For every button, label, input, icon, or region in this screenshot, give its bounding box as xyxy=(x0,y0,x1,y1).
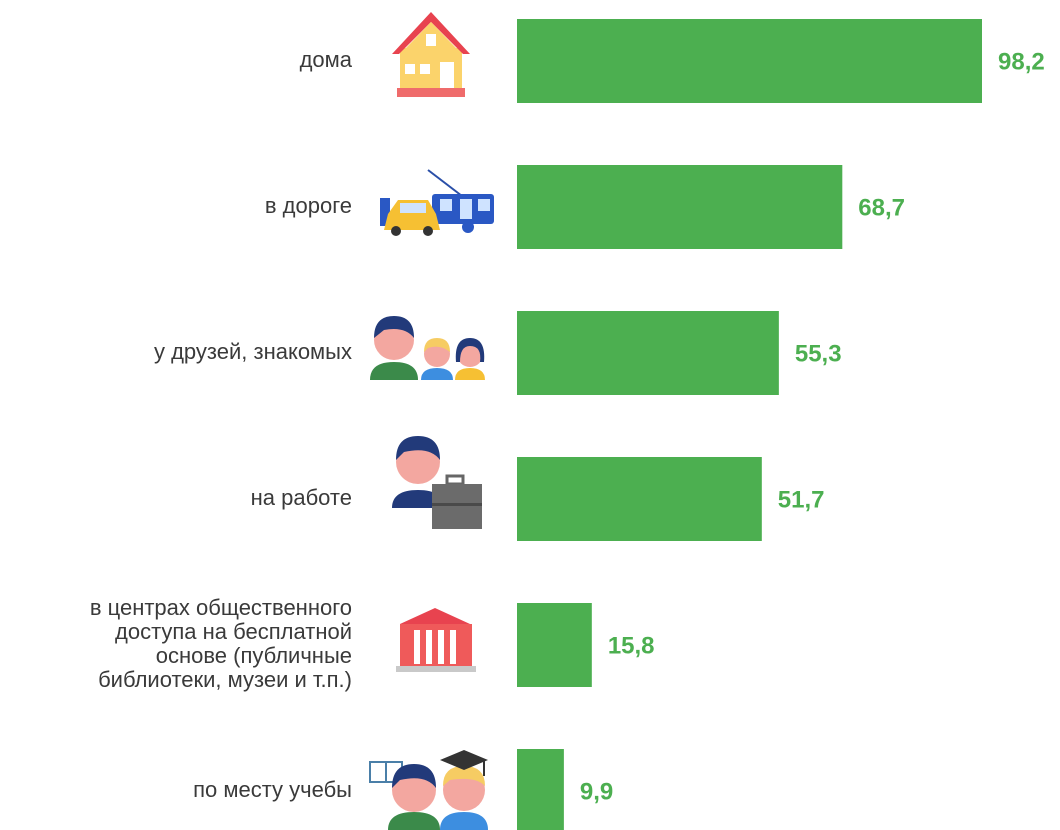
category-label: в дороге xyxy=(265,193,352,218)
bar xyxy=(517,603,592,687)
value-label: 15,8 xyxy=(608,632,655,659)
bar xyxy=(517,311,779,395)
bar xyxy=(517,749,564,830)
value-label: 68,7 xyxy=(858,194,905,221)
icon-transport xyxy=(380,169,494,236)
bar xyxy=(517,165,843,249)
icon-house xyxy=(392,12,470,97)
icons xyxy=(369,12,494,830)
icon-work xyxy=(392,436,482,529)
category-label: дома xyxy=(300,47,353,72)
bar xyxy=(517,457,762,541)
icon-friends xyxy=(370,316,485,380)
value-label: 9,9 xyxy=(580,778,613,805)
value-label: 51,7 xyxy=(778,486,825,513)
bar xyxy=(517,19,982,103)
value-label: 98,2 xyxy=(998,48,1045,75)
category-label: у друзей, знакомых xyxy=(154,339,352,364)
category-label: на работе xyxy=(251,485,352,510)
value-label: 55,3 xyxy=(795,340,842,367)
icon-study xyxy=(369,750,488,830)
category-label: в центрах общественного доступа на беспла… xyxy=(90,595,352,692)
icon-library xyxy=(396,608,476,672)
category-label: по месту учебы xyxy=(193,777,352,802)
